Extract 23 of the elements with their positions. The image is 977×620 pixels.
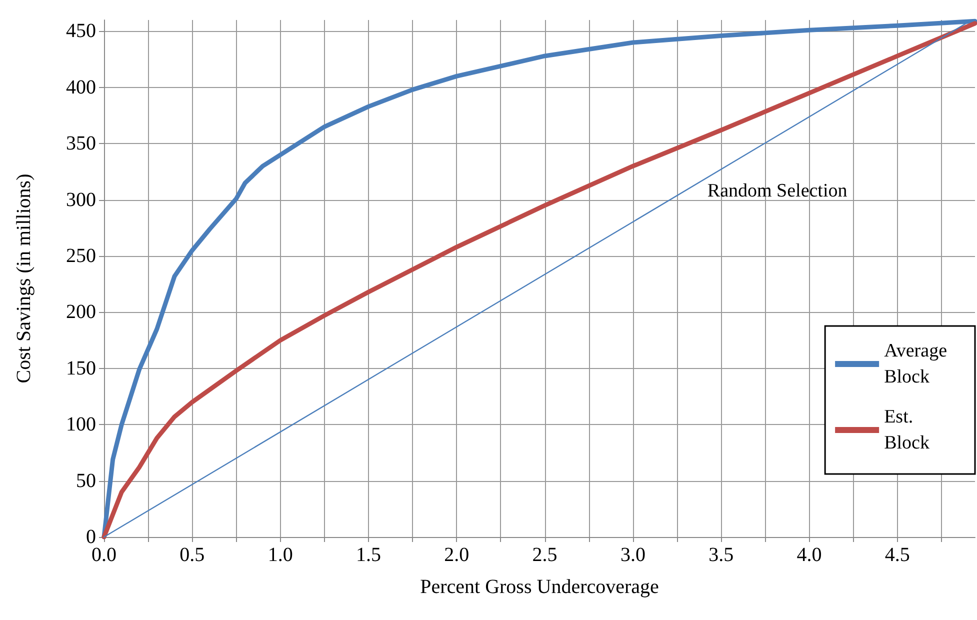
y-tick-label: 250 bbox=[66, 245, 96, 268]
series-label: Random Selection bbox=[707, 180, 848, 202]
x-tick-label: 3.5 bbox=[708, 544, 734, 566]
y-tick-label: 400 bbox=[66, 76, 96, 98]
y-tick-label: 200 bbox=[66, 301, 96, 324]
x-tick-label: 1.5 bbox=[356, 544, 381, 566]
y-tick-label: 150 bbox=[66, 357, 96, 380]
y-axis-title: Cost Savings (in millions) bbox=[13, 174, 35, 384]
x-tick-label: 2.5 bbox=[532, 544, 558, 566]
x-tick-label: 3.0 bbox=[620, 544, 646, 566]
y-tick-label: 300 bbox=[66, 188, 96, 211]
y-tick-label: 50 bbox=[76, 470, 96, 492]
x-axis-title: Percent Gross Undercoverage bbox=[420, 576, 660, 598]
x-tick-label: 0.5 bbox=[180, 544, 205, 566]
x-tick-label: 2.0 bbox=[444, 544, 470, 566]
legend-label: Est. Block bbox=[884, 406, 930, 454]
legend-label: Average Block bbox=[884, 340, 947, 388]
x-tick-label: 4.0 bbox=[796, 544, 822, 566]
x-tick-label: 1.0 bbox=[268, 544, 293, 566]
x-tick-label: 4.5 bbox=[884, 544, 910, 566]
y-tick-label: 350 bbox=[66, 132, 96, 155]
y-tick-label: 100 bbox=[66, 414, 96, 436]
y-tick-label: 450 bbox=[66, 20, 96, 42]
